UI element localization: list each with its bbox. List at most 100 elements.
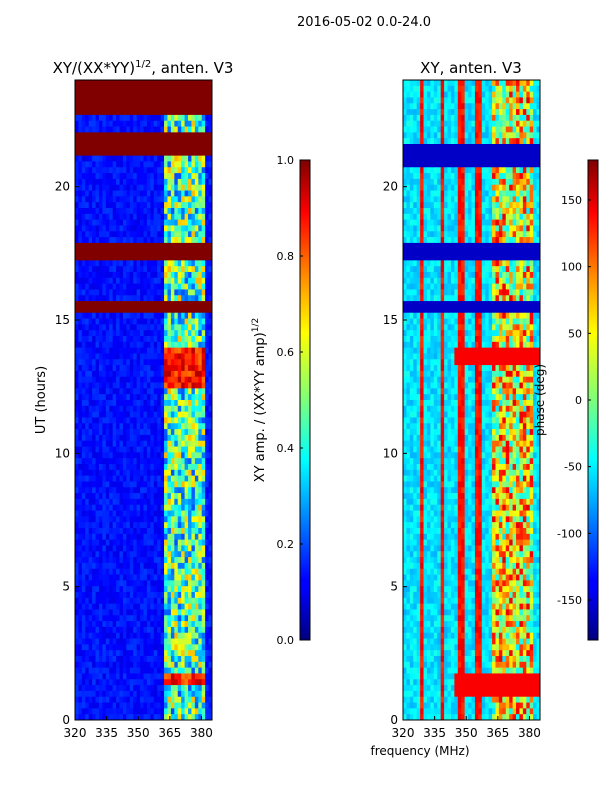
amplitude-heatmap-cell (157, 539, 162, 546)
amplitude-heatmap-cell (146, 656, 151, 663)
amplitude-heatmap-cell (136, 685, 141, 692)
amplitude-heatmap-cell (105, 301, 110, 308)
phase-heatmap-cell (409, 91, 414, 98)
amplitude-heatmap-cell (95, 295, 100, 302)
amplitude-heatmap-cell (164, 114, 168, 122)
amplitude-heatmap-cell (98, 434, 103, 442)
amplitude-heatmap-cell (98, 679, 103, 686)
amplitude-heatmap-cell (164, 714, 168, 720)
phase-heatmap-cell (440, 85, 445, 93)
amplitude-heatmap-cell (129, 638, 134, 645)
amplitude-heatmap-cell (102, 673, 107, 680)
amplitude-heatmap-cell (98, 458, 103, 465)
amplitude-heatmap-cell (88, 580, 93, 587)
amplitude-heatmap-cell (201, 603, 206, 610)
phase-heatmap-cell (437, 132, 442, 139)
phase-heatmap-cell (464, 114, 469, 122)
amplitude-heatmap-cell (198, 644, 203, 651)
amplitude-heatmap-cell (181, 411, 185, 418)
phase-heatmap-cell (516, 80, 520, 87)
amplitude-heatmap-cell (136, 475, 141, 482)
amplitude-heatmap-cell (136, 696, 141, 703)
amplitude-heatmap-cell (85, 225, 90, 232)
amplitude-heatmap-cell (85, 347, 90, 354)
amplitude-heatmap-cell (81, 295, 86, 302)
amplitude-heatmap-cell (143, 464, 148, 471)
amplitude-heatmap-cell (160, 260, 165, 267)
amplitude-heatmap-cell (116, 586, 120, 593)
amplitude-heatmap-cell (150, 132, 155, 139)
amplitude-heatmap-cell (140, 213, 144, 221)
amplitude-heatmap-cell (102, 656, 107, 663)
phase-heatmap-cell (498, 114, 503, 122)
amplitude-heatmap-cell (109, 289, 114, 296)
phase-heatmap-cell (519, 91, 524, 98)
amplitude-heatmap-cell (85, 696, 90, 703)
amplitude-heatmap-cell (119, 190, 124, 197)
amplitude-heatmap-cell (170, 528, 175, 535)
amplitude-heatmap-cell (85, 411, 90, 418)
amplitude-heatmap-cell (78, 306, 83, 314)
amplitude-heatmap-cell (191, 132, 196, 139)
amplitude-heatmap-cell (167, 597, 172, 605)
amplitude-heatmap-cell (75, 336, 79, 343)
phase-heatmap-cell (488, 126, 493, 133)
amplitude-heatmap-cell (116, 394, 120, 401)
phase-heatmap-cell (406, 80, 411, 87)
amplitude-heatmap-cell (112, 114, 117, 122)
amplitude-heatmap-cell (133, 394, 138, 401)
amplitude-heatmap-cell (140, 469, 144, 477)
amplitude-heatmap-cell (194, 237, 199, 244)
amplitude-heatmap-cell (184, 109, 189, 116)
amplitude-heatmap-cell (116, 161, 120, 168)
amplitude-heatmap-cell (119, 80, 124, 87)
amplitude-heatmap-cell (198, 237, 203, 244)
amplitude-heatmap-cell (109, 336, 114, 343)
amplitude-heatmap-cell (157, 673, 162, 680)
amplitude-heatmap-cell (136, 545, 141, 552)
phase-heatmap-cell (403, 149, 407, 157)
amplitude-heatmap-cell (208, 109, 212, 116)
amplitude-heatmap-cell (201, 638, 206, 645)
amplitude-heatmap (75, 80, 212, 720)
amplitude-heatmap-cell (143, 423, 148, 430)
amplitude-heatmap-cell (184, 597, 189, 605)
amplitude-heatmap-cell (157, 254, 162, 261)
amplitude-heatmap-cell (174, 626, 179, 634)
amplitude-heatmap-cell (181, 644, 185, 651)
amplitude-heatmap-cell (208, 621, 212, 628)
amplitude-heatmap-cell (85, 469, 90, 477)
amplitude-heatmap-cell (136, 452, 141, 459)
amplitude-heatmap-cell (174, 580, 179, 587)
amplitude-heatmap-cell (191, 219, 196, 226)
phase-heatmap-cell (468, 109, 472, 116)
amplitude-heatmap-cell (198, 301, 203, 308)
phase-heatmap-cell (430, 138, 435, 145)
amplitude-heatmap-cell (136, 178, 141, 186)
phase-heatmap-cell (403, 103, 407, 110)
amplitude-heatmap-cell (146, 231, 151, 238)
amplitude-heatmap-cell (181, 202, 185, 209)
amplitude-heatmap-cell (116, 190, 120, 197)
amplitude-heatmap-cell (146, 551, 151, 558)
amplitude-heatmap-cell (205, 114, 209, 122)
phase-heatmap-cell (437, 144, 442, 151)
amplitude-heatmap-cell (98, 597, 103, 605)
amplitude-heatmap-cell (153, 85, 158, 93)
amplitude-heatmap-cell (164, 208, 168, 215)
amplitude-heatmap-cell (201, 266, 206, 273)
amplitude-heatmap-cell (102, 400, 107, 407)
amplitude-heatmap-cell (85, 167, 90, 174)
amplitude-heatmap-cell (98, 306, 103, 314)
phase-heatmap-cell (406, 155, 411, 162)
amplitude-heatmap-cell (164, 458, 168, 465)
amplitude-heatmap-cell (198, 498, 203, 506)
amplitude-heatmap-cell (160, 149, 165, 157)
amplitude-heatmap-cell (143, 382, 148, 389)
amplitude-heatmap-cell (184, 242, 189, 250)
amplitude-heatmap-cell (81, 219, 86, 226)
amplitude-heatmap-cell (160, 685, 165, 692)
amplitude-heatmap-cell (194, 173, 199, 180)
phase-heatmap-cell (423, 132, 428, 139)
amplitude-heatmap-cell (129, 289, 134, 296)
